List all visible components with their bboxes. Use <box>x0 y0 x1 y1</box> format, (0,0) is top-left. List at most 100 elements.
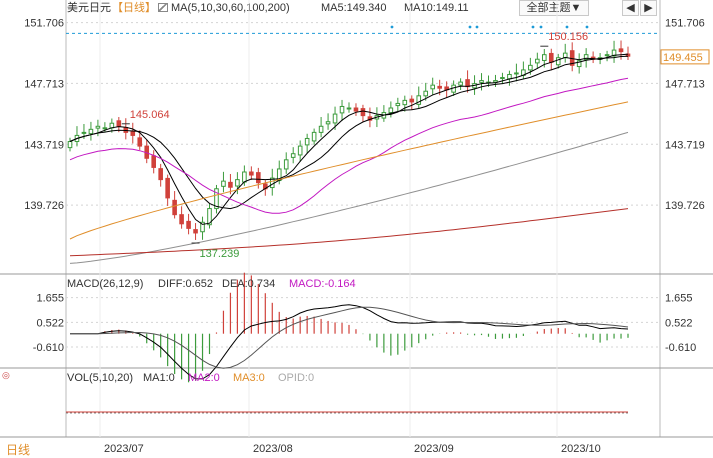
ma200-line <box>69 208 629 257</box>
candle-body <box>388 107 394 114</box>
macd-tick-label-right: 1.655 <box>665 293 693 305</box>
candle-body <box>604 54 610 57</box>
candle-body <box>158 168 163 181</box>
candle-body <box>416 95 422 105</box>
macd-dea: DEA:0.734 <box>222 278 276 290</box>
candle-body <box>283 159 289 170</box>
ma30-line <box>69 77 629 214</box>
event-marker-dot <box>585 25 589 29</box>
period-tab[interactable]: 日线 <box>6 443 31 457</box>
candle-body <box>67 141 73 149</box>
candle-body <box>297 145 303 156</box>
ma5-line <box>69 53 629 225</box>
date-tick-label: 2023/10 <box>561 443 601 455</box>
candle-body <box>88 128 94 135</box>
candle-body <box>528 64 533 71</box>
event-marker-dot <box>468 25 472 29</box>
candle-body <box>186 220 191 229</box>
candle-body <box>493 80 498 83</box>
period-label[interactable]: 【日线】 <box>112 2 156 14</box>
candle-body <box>81 131 87 134</box>
macd-dea-line <box>70 306 629 369</box>
candle-body <box>548 52 554 63</box>
candle-body <box>339 105 345 114</box>
candle-body <box>625 53 631 57</box>
macd-tick-label-left: 0.522 <box>36 317 64 329</box>
annotation-label-0: 145.064 <box>130 109 170 121</box>
price-tick-label-right: 143.719 <box>665 139 705 151</box>
candle-body <box>172 199 177 216</box>
candle-body <box>318 125 324 133</box>
candle-body <box>214 188 219 210</box>
vol-ma2: MA2:0 <box>188 372 220 384</box>
price-tick-label-left: 139.726 <box>24 200 64 212</box>
candle-body <box>332 113 338 124</box>
annotation-label-2: 150.156 <box>548 31 588 43</box>
date-tick-label: 2023/08 <box>253 443 293 455</box>
candle-body <box>256 172 261 184</box>
candle-body <box>618 48 624 53</box>
date-tick-label: 2023/09 <box>414 443 454 455</box>
macd-tick-label-right: -0.610 <box>665 342 696 354</box>
candle-body <box>583 54 589 61</box>
vol-settings-icon: ◎ <box>2 370 10 380</box>
event-marker-dot <box>531 25 535 29</box>
macd-tick-label-right: 0.522 <box>665 317 693 329</box>
candle-body <box>151 155 156 168</box>
candle-body <box>535 58 540 64</box>
candle-body <box>228 181 233 188</box>
candle-body <box>235 179 240 187</box>
ma100-line <box>69 131 629 264</box>
vol-label: VOL(5,10,20) <box>67 372 134 384</box>
macd-tick-label-left: -0.610 <box>33 342 64 354</box>
candle-body <box>465 79 470 88</box>
vol-ma3: MA3:0 <box>233 372 265 384</box>
macd-tick-label-left: 1.655 <box>36 293 64 305</box>
candle-body <box>200 221 205 233</box>
candle-body <box>290 153 296 158</box>
macd-diff-line <box>70 304 629 380</box>
price-tick-label-right: 151.706 <box>665 18 705 30</box>
ma5-value: MA5:149.340 <box>321 2 387 14</box>
candle-body <box>423 90 429 97</box>
candle-body <box>193 229 198 234</box>
candle-body <box>95 125 101 129</box>
macd-diff: DIFF:0.652 <box>158 278 214 290</box>
price-tick-label-right: 139.726 <box>665 200 705 212</box>
candle-body <box>402 99 408 106</box>
theme-selector[interactable]: 全部主题▼ <box>519 0 589 16</box>
candle-body <box>542 54 547 61</box>
candle-body <box>116 120 122 127</box>
next-button[interactable]: ▶ <box>640 0 657 16</box>
event-marker-dot <box>565 25 569 29</box>
macd-label: MACD(26,12,9) <box>67 278 144 290</box>
candle-body <box>325 121 331 125</box>
candle-body <box>102 127 108 130</box>
price-tick-label-left: 143.719 <box>24 139 64 151</box>
prev-button[interactable]: ◀ <box>622 0 639 16</box>
price-tick-label-right: 147.713 <box>665 78 705 90</box>
candle-body <box>360 108 366 117</box>
candle-body <box>576 60 582 68</box>
vol-ma1: MA1:0 <box>143 372 175 384</box>
macd-value: MACD:-0.164 <box>289 278 356 290</box>
price-tick-label-left: 151.706 <box>24 18 64 30</box>
candle-body <box>165 177 170 199</box>
ma10-value: MA10:149.11 <box>404 2 469 14</box>
candle-body <box>353 107 359 112</box>
candle-body <box>514 72 519 75</box>
event-marker-dot <box>390 25 394 29</box>
ma-indicator-icon <box>158 3 168 12</box>
candle-body <box>507 73 512 80</box>
event-marker-dot <box>475 25 479 29</box>
candle-body <box>346 107 352 110</box>
date-tick-label: 2023/07 <box>104 443 144 455</box>
last-price-label: 149.455 <box>663 52 703 64</box>
annotation-label-1: 137.239 <box>200 248 240 260</box>
candle-body <box>123 127 129 133</box>
candle-body <box>437 85 442 89</box>
candle-body <box>221 180 226 187</box>
vol-opid: OPID:0 <box>278 372 315 384</box>
ma10-line <box>69 55 629 210</box>
